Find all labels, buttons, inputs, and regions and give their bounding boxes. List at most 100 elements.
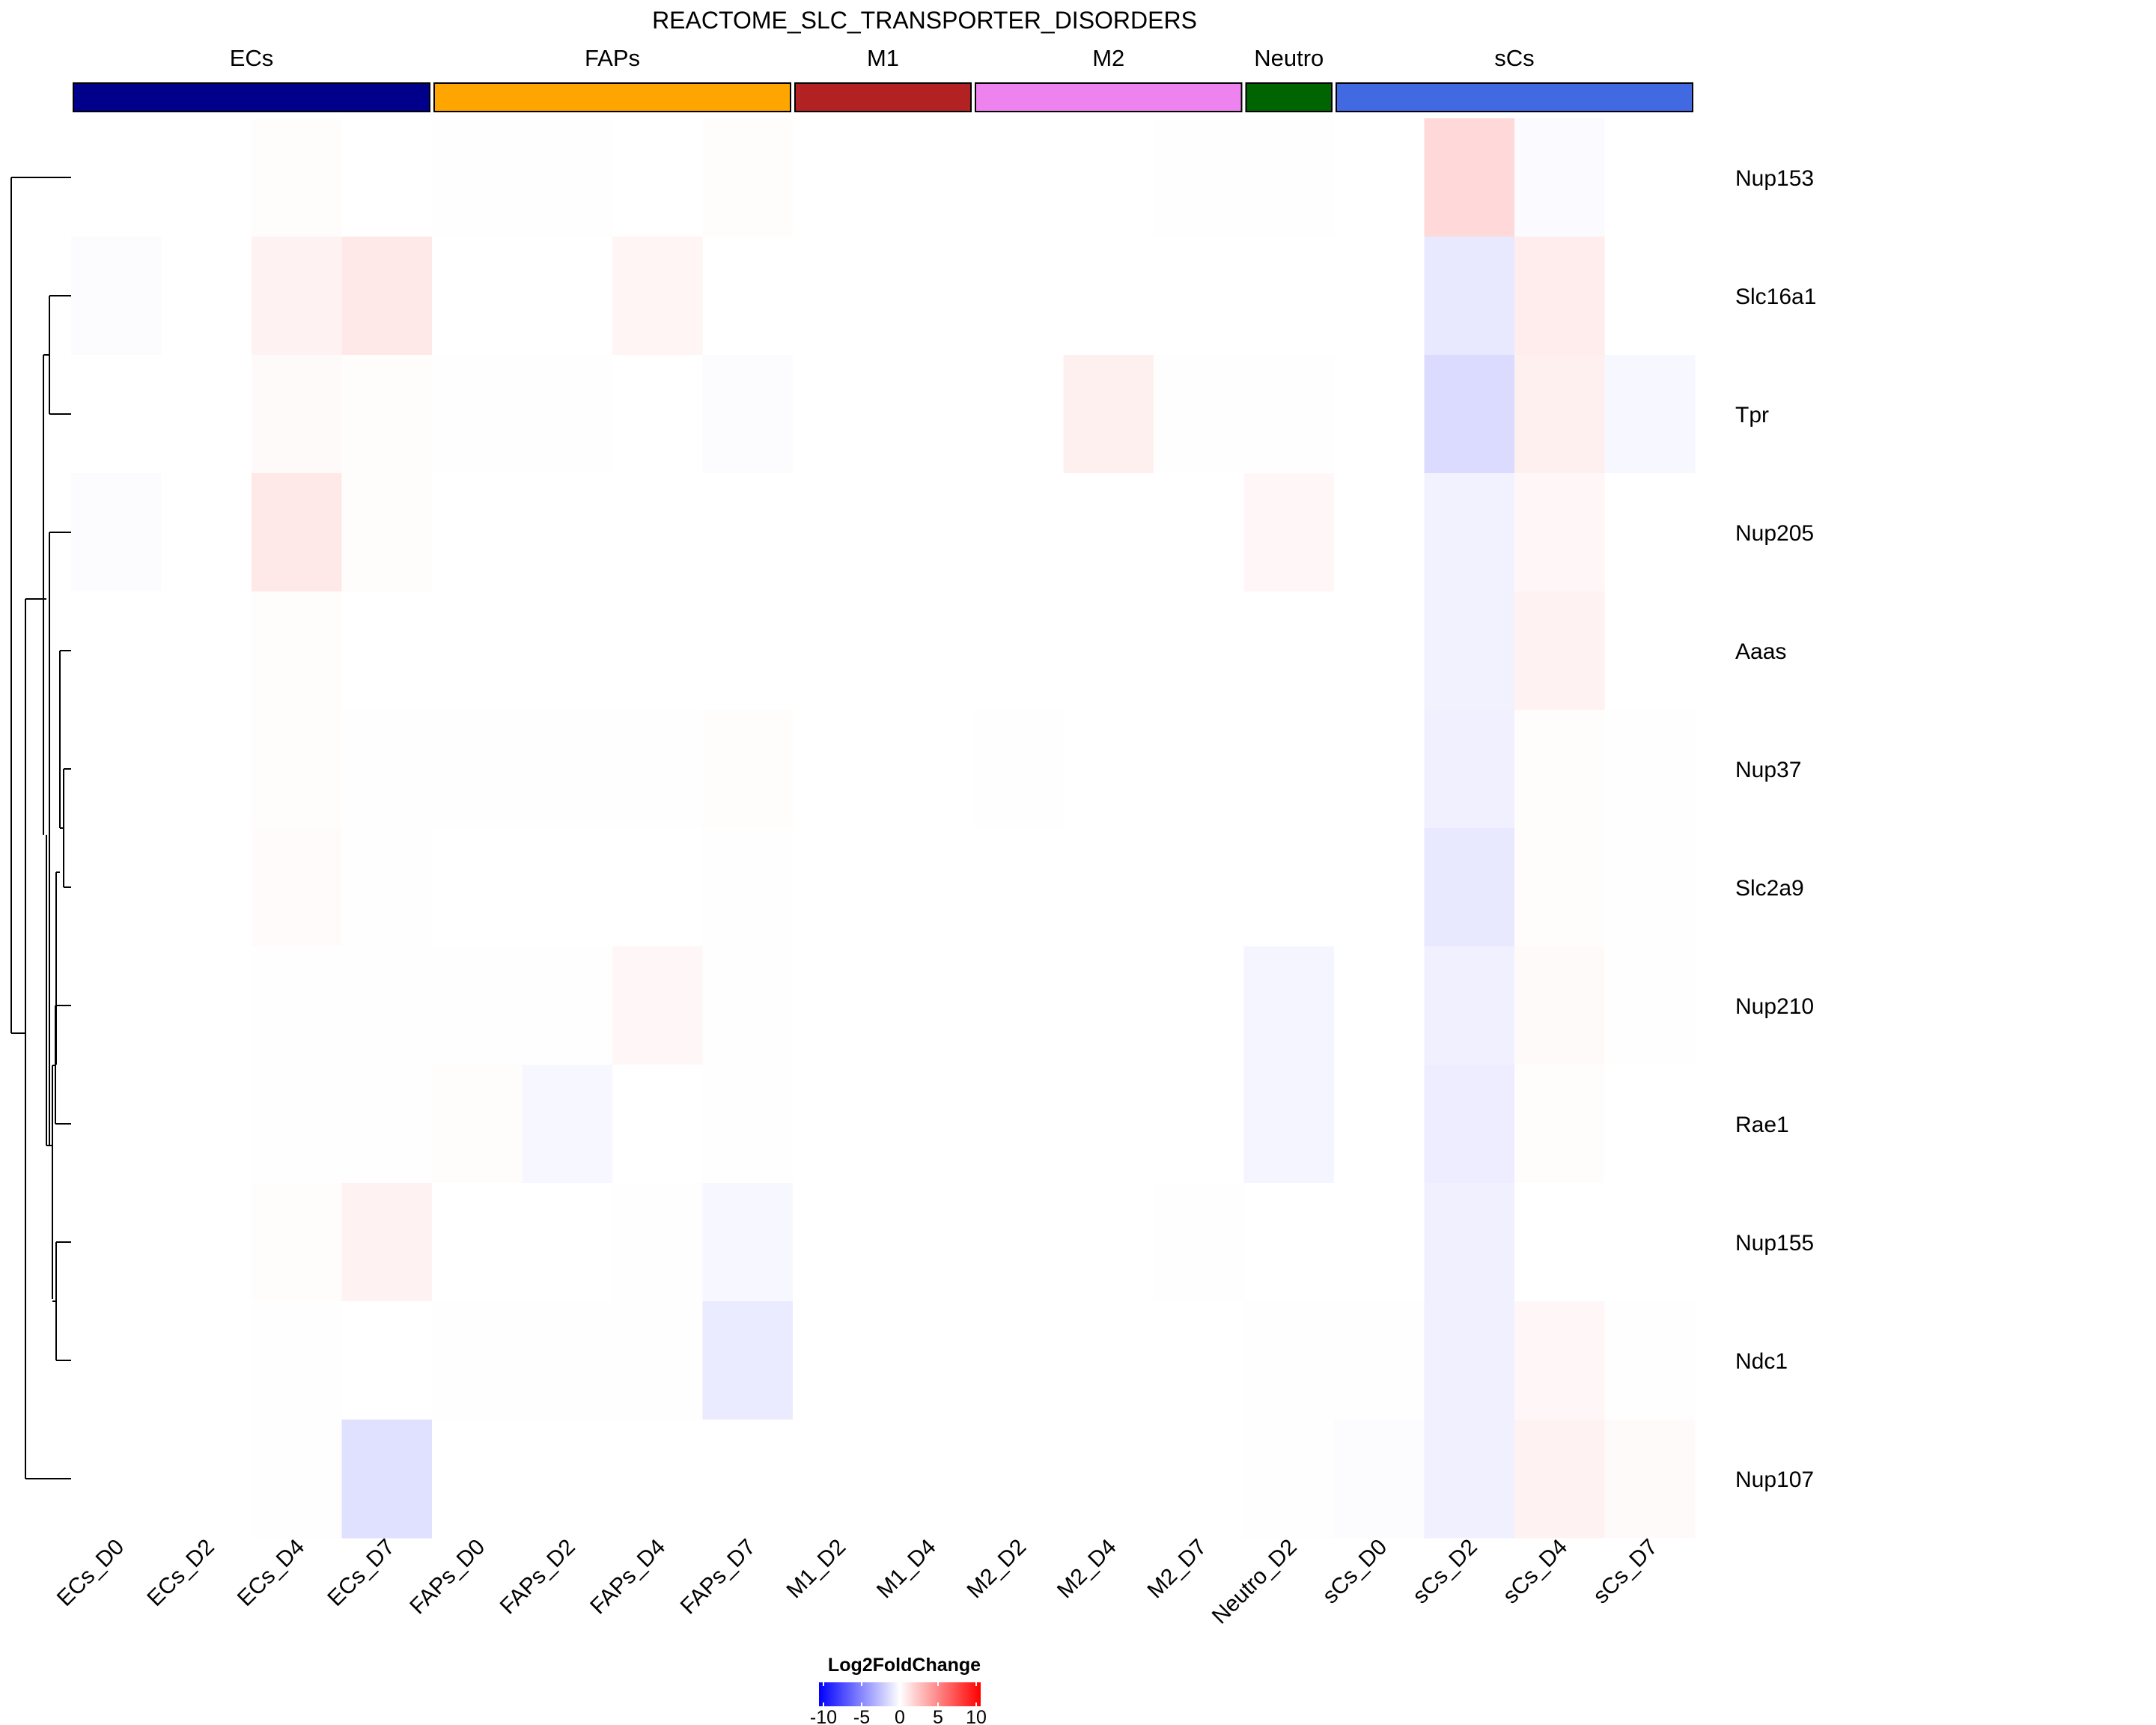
- row-label-slc16a1: Slc16a1: [1735, 285, 1816, 309]
- heatmap-cell: [1604, 118, 1696, 237]
- heatmap-cell: [1334, 1301, 1425, 1420]
- heatmap-cell: [341, 237, 433, 356]
- heatmap-cell: [1424, 710, 1515, 829]
- heatmap-cell: [793, 118, 884, 237]
- row-label-nup155: Nup155: [1735, 1231, 1814, 1256]
- legend-color-bar: [819, 1682, 981, 1706]
- heatmap-cell: [341, 473, 433, 592]
- heatmap-cell: [1154, 946, 1245, 1065]
- row-label-nup210: Nup210: [1735, 994, 1814, 1019]
- heatmap-cell: [1063, 828, 1154, 947]
- heatmap-cell: [432, 1183, 523, 1302]
- heatmap-cell: [973, 473, 1065, 592]
- heatmap-cell: [1243, 946, 1335, 1065]
- heatmap-cell: [71, 1065, 162, 1184]
- heatmap-cell: [973, 1420, 1065, 1539]
- legend-title: Log2FoldChange: [828, 1655, 981, 1676]
- heatmap-cell: [793, 710, 884, 829]
- heatmap-cell: [252, 118, 343, 237]
- heatmap-cell: [522, 710, 613, 829]
- heatmap-cell: [702, 1183, 794, 1302]
- heatmap-cell: [973, 1065, 1065, 1184]
- heatmap-cell: [1604, 946, 1696, 1065]
- heatmap-cell: [1424, 118, 1515, 237]
- heatmap-cell: [1604, 1065, 1696, 1184]
- heatmap-cell: [883, 710, 974, 829]
- heatmap-cell: [161, 118, 252, 237]
- heatmap-cell: [341, 710, 433, 829]
- heatmap-cell: [1243, 118, 1335, 237]
- heatmap-cell: [161, 237, 252, 356]
- heatmap-cell: [1063, 1301, 1154, 1420]
- heatmap-cell: [1604, 355, 1696, 474]
- heatmap-cell: [702, 1301, 794, 1420]
- heatmap-cell: [1243, 237, 1335, 356]
- heatmap-cell: [252, 710, 343, 829]
- heatmap-cell: [161, 1183, 252, 1302]
- heatmap-cell: [702, 946, 794, 1065]
- heatmap-cell: [612, 1420, 704, 1539]
- heatmap-cell: [1154, 118, 1245, 237]
- heatmap-cell: [341, 1183, 433, 1302]
- heatmap-cell: [1604, 1183, 1696, 1302]
- heatmap-cell: [973, 946, 1065, 1065]
- heatmap-cell: [432, 946, 523, 1065]
- heatmap-cell: [1424, 1420, 1515, 1539]
- heatmap-cell: [1514, 355, 1606, 474]
- heatmap-cell: [71, 946, 162, 1065]
- heatmap-cell: [883, 1301, 974, 1420]
- heatmap-cell: [341, 1420, 433, 1539]
- heatmap-cell: [1243, 473, 1335, 592]
- column-label-neutro_d2: Neutro_D2: [1208, 1535, 1302, 1629]
- heatmap-cell: [612, 237, 704, 356]
- heatmap-cell: [1243, 1065, 1335, 1184]
- heatmap-cell: [1063, 946, 1154, 1065]
- heatmap-cell: [1154, 710, 1245, 829]
- heatmap-cell: [341, 1065, 433, 1184]
- column-label-m2_d4: M2_D4: [1053, 1535, 1121, 1604]
- heatmap-cell: [161, 946, 252, 1065]
- heatmap-cell: [1334, 355, 1425, 474]
- heatmap-cell: [1154, 1301, 1245, 1420]
- heatmap-cell: [1424, 828, 1515, 947]
- heatmap-cell: [883, 946, 974, 1065]
- heatmap-cell: [883, 473, 974, 592]
- row-labels: Nup153 Slc16a1 Tpr Nup205 Aaas Nup37 Slc2a9 Nup…: [1735, 166, 1816, 1492]
- heatmap-cell: [883, 591, 974, 711]
- legend-tick-label: -5: [853, 1707, 870, 1725]
- heatmap-cell: [341, 946, 433, 1065]
- heatmap-cell: [522, 355, 613, 474]
- heatmap-cell: [973, 237, 1065, 356]
- column-label-ecs_d0: ECs_D0: [52, 1535, 129, 1611]
- heatmap-cell: [1424, 1065, 1515, 1184]
- heatmap-cell: [522, 473, 613, 592]
- heatmap-cell: [161, 591, 252, 711]
- heatmap-cell: [1063, 1183, 1154, 1302]
- heatmap-cell: [341, 591, 433, 711]
- heatmap-cell: [973, 118, 1065, 237]
- group-bar-m2: [975, 82, 1243, 112]
- heatmap-cell: [161, 828, 252, 947]
- heatmap-cell: [71, 1183, 162, 1302]
- heatmap-cell: [1514, 1420, 1606, 1539]
- row-label-ndc1: Ndc1: [1735, 1349, 1788, 1374]
- heatmap-cell: [161, 1065, 252, 1184]
- heatmap-cell: [1334, 591, 1425, 711]
- heatmap-cell: [341, 828, 433, 947]
- heatmap-cell: [432, 118, 523, 237]
- heatmap-cell: [612, 1065, 704, 1184]
- heatmap-cell: [883, 828, 974, 947]
- row-label-nup153: Nup153: [1735, 166, 1814, 191]
- chart-title: REACTOME_SLC_TRANSPORTER_DISORDERS: [652, 7, 1197, 34]
- heatmap-cell: [252, 1301, 343, 1420]
- heatmap-cell: [1334, 1065, 1425, 1184]
- heatmap-cell: [432, 355, 523, 474]
- group-bar-faps: [433, 82, 791, 112]
- row-label-nup37: Nup37: [1735, 758, 1801, 782]
- heatmap-cell: [1514, 946, 1606, 1065]
- column-label-scs_d2: sCs_D2: [1408, 1535, 1482, 1609]
- heatmap-cell: [612, 118, 704, 237]
- heatmap-cell: [973, 1183, 1065, 1302]
- group-label-neutro: Neutro: [1254, 45, 1324, 71]
- heatmap-cell: [1154, 473, 1245, 592]
